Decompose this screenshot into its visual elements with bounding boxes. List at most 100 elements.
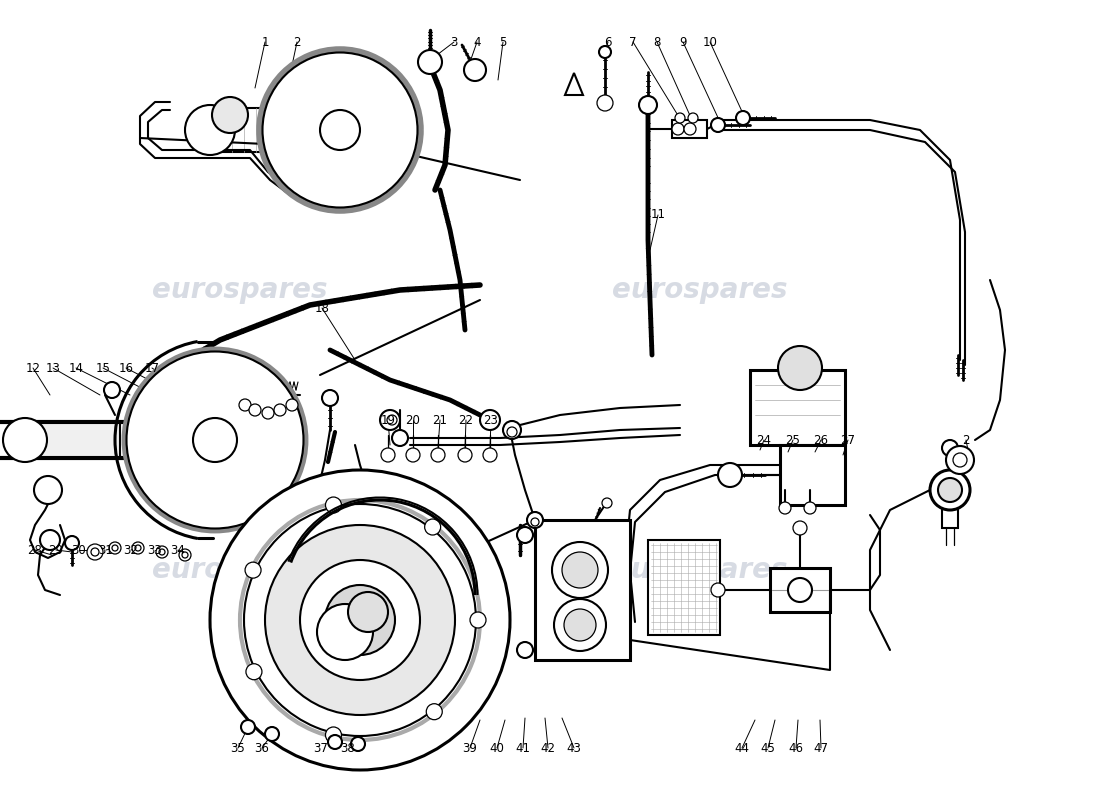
Text: 29: 29: [48, 543, 64, 557]
Circle shape: [392, 430, 408, 446]
Text: 6: 6: [604, 35, 612, 49]
Text: 26: 26: [814, 434, 828, 446]
Circle shape: [351, 737, 365, 751]
Circle shape: [249, 404, 261, 416]
Circle shape: [427, 704, 442, 720]
Circle shape: [300, 560, 420, 680]
Circle shape: [483, 448, 497, 462]
Circle shape: [517, 527, 534, 543]
Circle shape: [34, 476, 62, 504]
Circle shape: [418, 50, 442, 74]
Text: 8: 8: [653, 35, 661, 49]
Circle shape: [324, 585, 395, 655]
Text: 33: 33: [147, 543, 163, 557]
Circle shape: [210, 470, 510, 770]
Circle shape: [938, 478, 962, 502]
Text: 44: 44: [735, 742, 749, 754]
Text: 45: 45: [760, 742, 775, 754]
Text: eurospares: eurospares: [613, 556, 788, 584]
Circle shape: [317, 604, 373, 660]
Circle shape: [930, 470, 970, 510]
Text: 24: 24: [757, 434, 771, 446]
Text: 27: 27: [840, 434, 856, 446]
Bar: [210, 108, 320, 152]
Text: 17: 17: [144, 362, 159, 374]
Circle shape: [156, 546, 168, 558]
Circle shape: [239, 399, 251, 411]
Circle shape: [675, 113, 685, 123]
Circle shape: [40, 530, 60, 550]
Circle shape: [179, 549, 191, 561]
Circle shape: [379, 410, 400, 430]
Circle shape: [260, 50, 420, 210]
Circle shape: [718, 463, 743, 487]
Circle shape: [109, 542, 121, 554]
Circle shape: [688, 113, 698, 123]
Circle shape: [425, 519, 441, 535]
Circle shape: [265, 727, 279, 741]
Circle shape: [192, 418, 236, 462]
Bar: [648, 540, 720, 635]
Circle shape: [265, 525, 455, 715]
Circle shape: [470, 612, 486, 628]
Circle shape: [517, 642, 534, 658]
Circle shape: [639, 96, 657, 114]
Circle shape: [160, 549, 165, 555]
Circle shape: [104, 382, 120, 398]
Circle shape: [946, 446, 974, 474]
Circle shape: [480, 410, 501, 430]
Text: 25: 25: [785, 434, 801, 446]
Circle shape: [387, 415, 397, 425]
Circle shape: [286, 399, 298, 411]
Text: 46: 46: [789, 742, 803, 754]
Circle shape: [527, 512, 543, 528]
Circle shape: [3, 418, 47, 462]
Circle shape: [779, 502, 791, 514]
Circle shape: [262, 407, 274, 419]
Text: 3: 3: [450, 35, 458, 49]
Circle shape: [326, 497, 341, 513]
Circle shape: [793, 521, 807, 535]
Circle shape: [711, 118, 725, 132]
Text: 9: 9: [680, 35, 686, 49]
Circle shape: [212, 97, 248, 133]
Text: 31: 31: [99, 543, 113, 557]
Circle shape: [788, 578, 812, 602]
Text: 28: 28: [28, 543, 43, 557]
Circle shape: [246, 664, 262, 680]
Circle shape: [564, 609, 596, 641]
Text: eurospares: eurospares: [613, 276, 788, 304]
Text: 16: 16: [119, 362, 133, 374]
Text: 23: 23: [484, 414, 498, 426]
Text: 1: 1: [262, 35, 268, 49]
Circle shape: [942, 440, 958, 456]
Circle shape: [531, 518, 539, 526]
Circle shape: [736, 111, 750, 125]
Circle shape: [711, 583, 725, 597]
Circle shape: [381, 448, 395, 462]
Text: 18: 18: [315, 302, 329, 314]
Circle shape: [91, 548, 99, 556]
Circle shape: [135, 545, 141, 551]
Text: 30: 30: [72, 543, 87, 557]
Circle shape: [562, 552, 598, 588]
Text: 19: 19: [381, 414, 396, 426]
Text: 32: 32: [123, 543, 139, 557]
Circle shape: [953, 453, 967, 467]
Text: 35: 35: [231, 742, 245, 754]
Text: 7: 7: [629, 35, 637, 49]
Circle shape: [431, 448, 446, 462]
Circle shape: [87, 544, 103, 560]
Bar: [750, 370, 845, 445]
Text: 40: 40: [490, 742, 505, 754]
Circle shape: [65, 536, 79, 550]
Bar: [770, 568, 830, 612]
Bar: [672, 120, 707, 138]
Circle shape: [507, 427, 517, 437]
Circle shape: [182, 552, 188, 558]
Text: 34: 34: [170, 543, 186, 557]
Circle shape: [597, 95, 613, 111]
Text: 37: 37: [314, 742, 329, 754]
Circle shape: [132, 542, 144, 554]
Circle shape: [326, 727, 341, 743]
